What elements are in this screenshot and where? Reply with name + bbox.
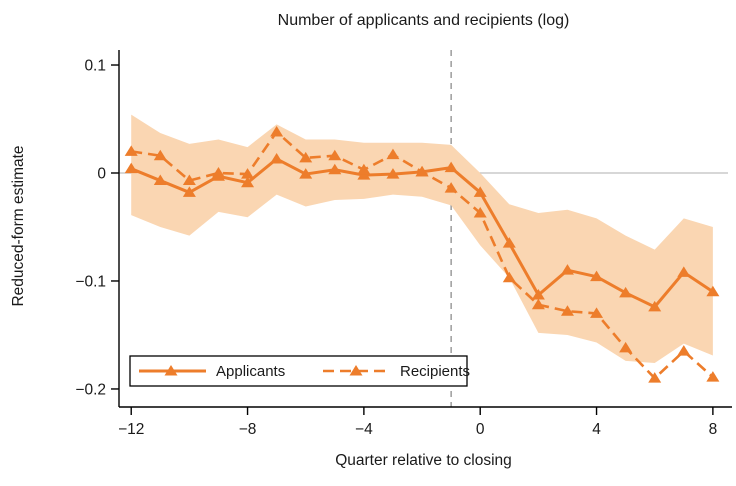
- applicants-marker: [270, 152, 284, 164]
- recipients-marker: [386, 148, 400, 160]
- recipients-marker: [328, 149, 342, 161]
- recipients-marker: [502, 271, 516, 283]
- legend-applicants-label: Applicants: [216, 363, 285, 380]
- recipients-marker: [299, 151, 313, 163]
- recipients-marker: [415, 165, 429, 177]
- applicants-marker: [531, 289, 545, 300]
- recipients-marker: [619, 341, 633, 353]
- applicants-marker: [706, 285, 720, 297]
- applicants-marker: [648, 300, 662, 312]
- recipients-marker: [648, 372, 662, 383]
- x-tick-label: 4: [592, 421, 601, 438]
- x-tick-label: 0: [476, 421, 485, 438]
- applicants-marker: [182, 186, 196, 197]
- recipients-marker: [677, 345, 691, 356]
- recipients-marker: [590, 307, 604, 318]
- applicants-marker: [299, 168, 313, 179]
- applicants-marker: [444, 161, 458, 173]
- applicants-marker: [473, 186, 487, 197]
- y-tick-label: 0: [97, 165, 106, 182]
- recipients-marker: [124, 145, 138, 156]
- applicants-marker: [153, 174, 167, 186]
- applicants-marker: [328, 163, 342, 175]
- applicants-marker: [590, 270, 604, 282]
- legend-recipients-marker: [349, 365, 363, 376]
- applicants-marker: [386, 168, 400, 179]
- applicants-marker: [124, 162, 138, 174]
- recipients-marker: [444, 182, 458, 193]
- recipients-marker: [706, 371, 720, 382]
- recipients-marker: [357, 163, 371, 175]
- recipients-marker: [560, 305, 574, 316]
- chart-title: Number of applicants and recipients (log…: [277, 12, 570, 29]
- y-tick-label: −0.2: [75, 381, 106, 398]
- x-axis-label: Quarter relative to closing: [335, 452, 512, 469]
- applicants-marker: [619, 286, 633, 298]
- applicants-marker: [677, 266, 691, 277]
- applicants-marker: [502, 237, 516, 248]
- x-tick-label: 8: [709, 421, 718, 438]
- legend-recipients-label: Recipients: [400, 363, 470, 380]
- recipients-marker: [211, 166, 225, 178]
- recipients-marker: [270, 125, 284, 137]
- applicants-marker: [241, 176, 255, 188]
- recipients-marker: [473, 206, 487, 218]
- x-tick-label: −12: [118, 421, 144, 438]
- x-tick-label: −4: [355, 421, 373, 438]
- y-tick-label: 0.1: [84, 58, 106, 75]
- x-tick-label: −8: [239, 421, 257, 438]
- applicants-marker: [560, 264, 574, 275]
- y-tick-label: −0.1: [75, 273, 106, 290]
- legend-applicants-marker: [164, 365, 178, 376]
- applicants-marker: [357, 169, 371, 180]
- confidence-band: [131, 114, 713, 364]
- recipients-marker: [241, 168, 255, 179]
- recipients-marker: [531, 298, 545, 310]
- recipients-marker: [153, 149, 167, 161]
- recipients-marker: [182, 174, 196, 186]
